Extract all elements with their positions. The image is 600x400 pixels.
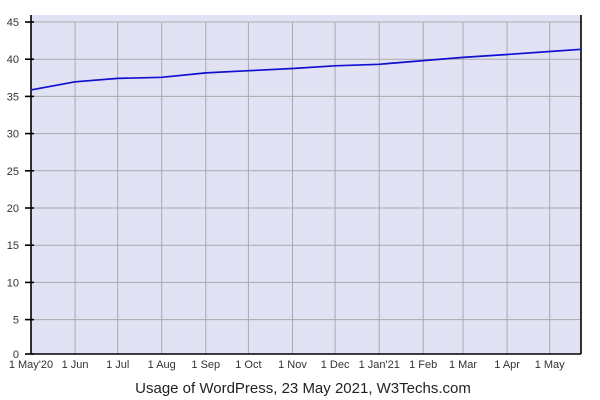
svg-text:1 May: 1 May <box>535 359 565 371</box>
svg-text:35: 35 <box>7 91 19 103</box>
svg-text:1 Sep: 1 Sep <box>191 359 220 371</box>
svg-text:30: 30 <box>7 129 19 141</box>
svg-text:1 Nov: 1 Nov <box>278 359 307 371</box>
svg-text:40: 40 <box>7 54 19 66</box>
svg-text:5: 5 <box>13 315 19 327</box>
svg-text:1 May'20: 1 May'20 <box>9 359 53 371</box>
svg-text:1 Jun: 1 Jun <box>62 359 89 371</box>
svg-text:45: 45 <box>7 17 19 29</box>
svg-text:Usage of WordPress, 23 May 202: Usage of WordPress, 23 May 2021, W3Techs… <box>135 380 471 397</box>
svg-text:1 Jul: 1 Jul <box>106 359 129 371</box>
svg-text:10: 10 <box>7 277 19 289</box>
svg-text:1 Apr: 1 Apr <box>494 359 520 371</box>
svg-text:25: 25 <box>7 166 19 178</box>
svg-text:1 Feb: 1 Feb <box>409 359 437 371</box>
svg-text:1 Aug: 1 Aug <box>148 359 176 371</box>
svg-text:20: 20 <box>7 203 19 215</box>
svg-text:1 Jan'21: 1 Jan'21 <box>359 359 400 371</box>
svg-text:1 Oct: 1 Oct <box>235 359 261 371</box>
svg-text:1 Dec: 1 Dec <box>321 359 350 371</box>
svg-text:15: 15 <box>7 240 19 252</box>
svg-text:1 Mar: 1 Mar <box>449 359 477 371</box>
